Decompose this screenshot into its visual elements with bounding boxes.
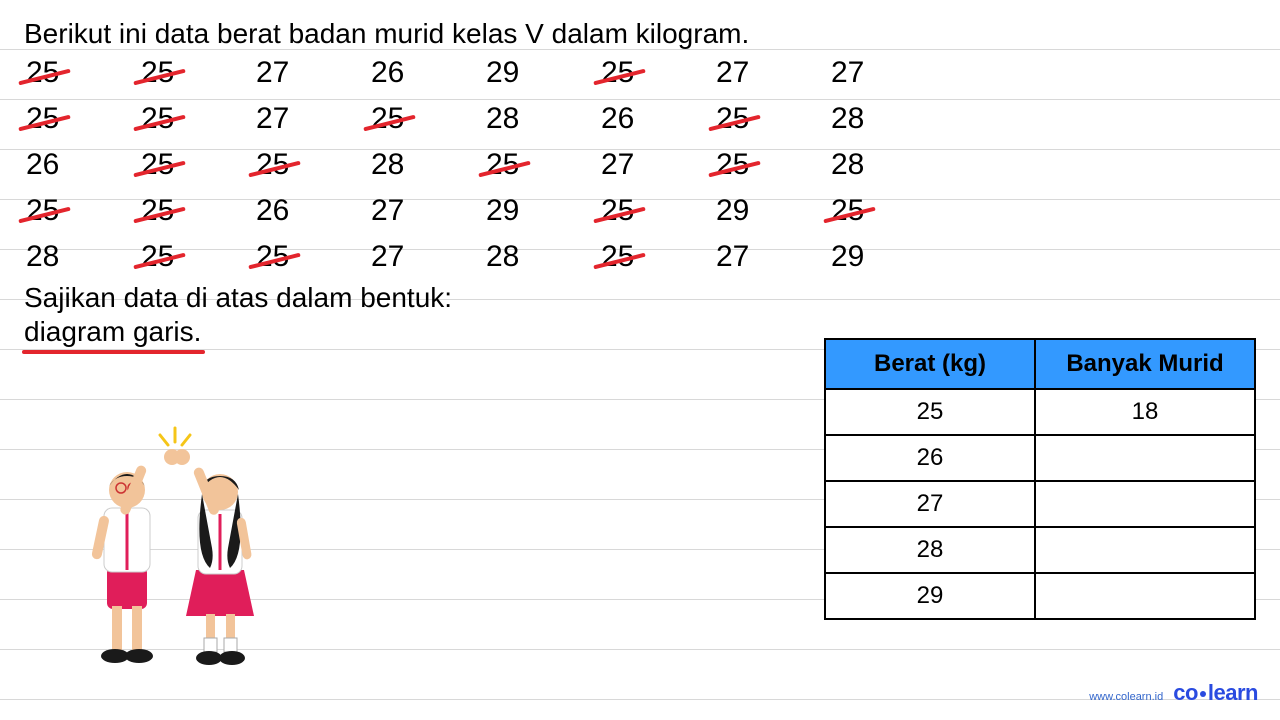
data-value: 25 [24, 102, 61, 136]
cell-weight: 29 [825, 573, 1035, 619]
data-value: 25 [714, 148, 751, 182]
data-value: 29 [484, 194, 521, 228]
data-value: 29 [829, 240, 866, 274]
data-value: 26 [24, 148, 61, 182]
brand-logo-left: co [1173, 680, 1198, 705]
problem-statement: Berikut ini data berat badan murid kelas… [24, 18, 1256, 50]
data-value: 25 [599, 56, 636, 90]
data-value: 26 [369, 56, 406, 90]
col-header-count: Banyak Murid [1035, 339, 1255, 389]
cell-weight: 27 [825, 481, 1035, 527]
data-value: 25 [139, 240, 176, 274]
data-value: 26 [599, 102, 636, 136]
data-value: 25 [369, 102, 406, 136]
table-row: 2518 [825, 389, 1255, 435]
table-row: 26 [825, 435, 1255, 481]
cell-count [1035, 527, 1255, 573]
data-value: 27 [254, 102, 291, 136]
data-value: 25 [139, 148, 176, 182]
col-header-weight: Berat (kg) [825, 339, 1035, 389]
brand-logo: colearn [1173, 680, 1258, 706]
cell-count [1035, 573, 1255, 619]
data-value: 25 [599, 240, 636, 274]
table-row: 29 [825, 573, 1255, 619]
cell-weight: 28 [825, 527, 1035, 573]
data-value: 27 [254, 56, 291, 90]
data-value: 28 [829, 102, 866, 136]
data-value: 25 [24, 56, 61, 90]
cell-weight: 25 [825, 389, 1035, 435]
data-value: 28 [829, 148, 866, 182]
students-illustration [60, 420, 290, 670]
data-value: 27 [369, 194, 406, 228]
data-value: 28 [484, 240, 521, 274]
table-row: 28 [825, 527, 1255, 573]
data-value: 25 [24, 194, 61, 228]
data-value: 25 [254, 240, 291, 274]
data-value: 25 [139, 102, 176, 136]
data-value: 26 [254, 194, 291, 228]
data-value: 25 [139, 194, 176, 228]
diagram-type-underlined: diagram garis. [24, 316, 201, 352]
brand-footer: www.colearn.id colearn [1089, 680, 1258, 706]
data-value: 27 [369, 240, 406, 274]
table-header-row: Berat (kg) Banyak Murid [825, 339, 1255, 389]
cell-count: 18 [1035, 389, 1255, 435]
table-row: 27 [825, 481, 1255, 527]
frequency-table: Berat (kg) Banyak Murid 251826272829 [824, 338, 1256, 620]
data-value: 27 [714, 56, 751, 90]
data-value: 25 [484, 148, 521, 182]
data-value: 29 [714, 194, 751, 228]
cell-count [1035, 435, 1255, 481]
data-value: 25 [139, 56, 176, 90]
data-value: 28 [484, 102, 521, 136]
data-value: 28 [369, 148, 406, 182]
brand-url: www.colearn.id [1089, 691, 1163, 703]
data-value: 29 [484, 56, 521, 90]
main-content: Berikut ini data berat badan murid kelas… [0, 0, 1280, 370]
data-value: 27 [829, 56, 866, 90]
cell-weight: 26 [825, 435, 1035, 481]
data-value: 25 [829, 194, 866, 228]
data-value: 28 [24, 240, 61, 274]
data-value: 25 [714, 102, 751, 136]
data-value: 27 [599, 148, 636, 182]
data-value: 25 [254, 148, 291, 182]
cell-count [1035, 481, 1255, 527]
instruction-line-1: Sajikan data di atas dalam bentuk: [24, 282, 1256, 314]
data-value: 27 [714, 240, 751, 274]
data-value: 25 [599, 194, 636, 228]
weight-data-grid: 25 25 27 26 29 25 27 27 25 25 27 25 28 26 25 28 26 25 25 28… [24, 56, 1256, 274]
brand-logo-right: learn [1208, 680, 1258, 705]
brand-logo-dot [1200, 691, 1206, 697]
